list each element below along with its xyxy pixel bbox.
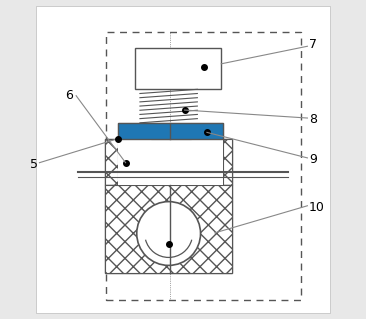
FancyBboxPatch shape <box>191 123 223 139</box>
Bar <box>117 123 223 139</box>
Text: 10: 10 <box>309 201 325 214</box>
Circle shape <box>137 202 201 265</box>
Bar <box>105 139 232 185</box>
Bar <box>105 185 232 273</box>
FancyBboxPatch shape <box>223 139 232 185</box>
FancyBboxPatch shape <box>105 139 117 185</box>
FancyBboxPatch shape <box>117 123 151 139</box>
Text: 8: 8 <box>309 113 317 126</box>
Text: 7: 7 <box>309 38 317 51</box>
Text: 6: 6 <box>65 89 73 102</box>
Bar <box>117 139 223 185</box>
Bar <box>151 123 191 139</box>
Text: 9: 9 <box>309 153 317 166</box>
Bar <box>135 48 221 89</box>
FancyBboxPatch shape <box>105 185 232 273</box>
Text: 5: 5 <box>30 158 38 171</box>
